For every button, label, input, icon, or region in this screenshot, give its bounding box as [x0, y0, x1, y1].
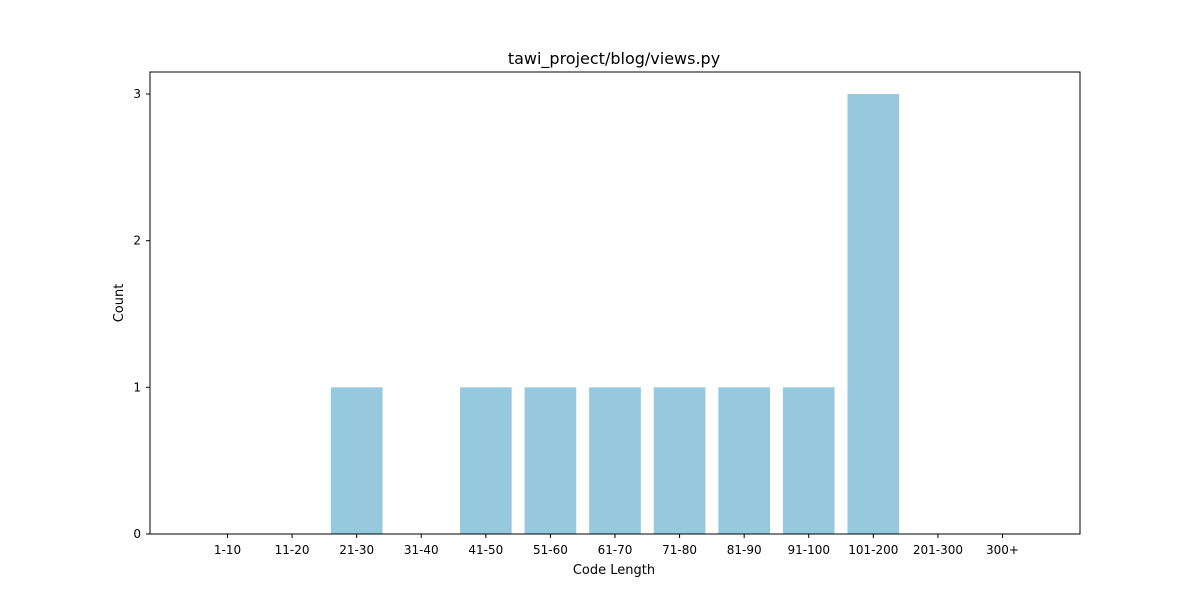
- bars-group: [330, 94, 900, 534]
- x-tick-label: 91-100: [787, 543, 830, 557]
- bar-71-80: [653, 387, 706, 534]
- x-tick-label: 300+: [986, 543, 1019, 557]
- x-tick-label: 71-80: [662, 543, 697, 557]
- x-tick-label: 41-50: [468, 543, 503, 557]
- y-tick-label: 0: [133, 527, 141, 541]
- chart-title: tawi_project/blog/views.py: [508, 49, 720, 69]
- bar-91-100: [782, 387, 835, 534]
- x-axis: 1-10 11-20 21-30 31-40 41-50 51-60 61-70 71-80 8…: [214, 534, 1019, 557]
- x-tick-label: 61-70: [598, 543, 633, 557]
- y-tick-label: 1: [133, 380, 141, 394]
- bar-61-70: [589, 387, 641, 534]
- x-tick-label: 1-10: [214, 543, 241, 557]
- x-tick-label: 11-20: [275, 543, 310, 557]
- x-axis-label: Code Length: [573, 563, 655, 578]
- x-tick-label: 51-60: [533, 543, 568, 557]
- y-axis-label: Count: [112, 284, 127, 323]
- x-tick-label: 81-90: [727, 543, 762, 557]
- x-tick-label: 21-30: [339, 543, 374, 557]
- x-tick-label: 101-200: [848, 543, 898, 557]
- x-tick-label: 201-300: [913, 543, 963, 557]
- bar-21-30: [330, 387, 383, 534]
- y-tick-label: 3: [133, 87, 141, 101]
- x-tick-label: 31-40: [404, 543, 439, 557]
- bar-101-200: [847, 94, 900, 534]
- y-tick-label: 2: [133, 234, 141, 248]
- bar-41-50: [460, 387, 512, 534]
- y-axis: 0 1 2 3: [133, 87, 150, 541]
- bar-51-60: [524, 387, 577, 534]
- bar-81-90: [718, 387, 770, 534]
